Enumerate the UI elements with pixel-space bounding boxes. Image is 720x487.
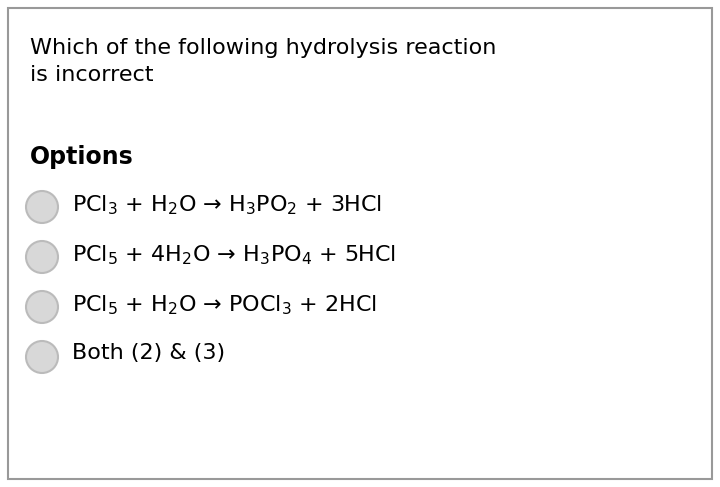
- Text: is incorrect: is incorrect: [30, 65, 153, 85]
- Text: PCl$_3$ + H$_2$O → H$_3$PO$_2$ + 3HCl: PCl$_3$ + H$_2$O → H$_3$PO$_2$ + 3HCl: [72, 193, 382, 217]
- Text: PCl$_5$ + H$_2$O → POCl$_3$ + 2HCl: PCl$_5$ + H$_2$O → POCl$_3$ + 2HCl: [72, 293, 377, 317]
- Text: Both (2) & (3): Both (2) & (3): [72, 343, 225, 363]
- Ellipse shape: [26, 341, 58, 373]
- Text: Which of the following hydrolysis reaction: Which of the following hydrolysis reacti…: [30, 38, 496, 58]
- Text: Options: Options: [30, 145, 134, 169]
- Text: PCl$_5$ + 4H$_2$O → H$_3$PO$_4$ + 5HCl: PCl$_5$ + 4H$_2$O → H$_3$PO$_4$ + 5HCl: [72, 243, 396, 266]
- Ellipse shape: [26, 191, 58, 223]
- Ellipse shape: [26, 291, 58, 323]
- Ellipse shape: [26, 241, 58, 273]
